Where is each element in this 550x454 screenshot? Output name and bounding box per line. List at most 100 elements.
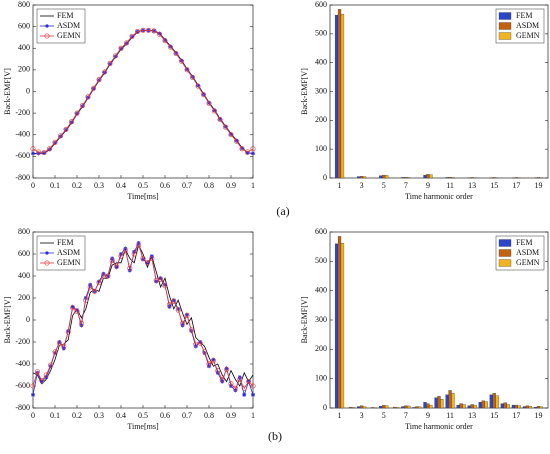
bar (426, 174, 430, 179)
bar (514, 404, 518, 409)
marker (185, 312, 189, 317)
legend-marker (44, 260, 50, 266)
marker (184, 67, 190, 73)
bar (362, 176, 367, 179)
bar (404, 405, 408, 409)
y-tick-label: 0 (323, 173, 327, 182)
marker (163, 282, 167, 287)
bar (533, 406, 538, 409)
x-axis-label: Time[ms] (127, 192, 159, 201)
x-tick-label: 15 (490, 181, 498, 190)
marker (113, 53, 119, 59)
bar (525, 405, 530, 409)
marker (224, 366, 229, 371)
marker (91, 85, 97, 91)
series-line (32, 244, 254, 387)
y-tick-label: -400 (15, 359, 30, 368)
legend-marker (44, 33, 50, 39)
legend-swatch (498, 32, 512, 40)
x-tick-label: 17 (512, 411, 520, 420)
x-tick-label: 0.4 (116, 181, 126, 190)
marker (171, 298, 176, 303)
bar (437, 396, 441, 409)
legend-label: GEMN (57, 31, 81, 40)
x-tick-label: 0.7 (182, 411, 192, 420)
x-tick-label: 0 (31, 411, 35, 420)
bar (357, 176, 361, 179)
marker (87, 284, 93, 290)
bar (478, 401, 482, 409)
marker (242, 392, 247, 397)
bar (451, 177, 455, 179)
x-tick-label: 11 (446, 181, 454, 190)
bar (401, 406, 405, 409)
marker (162, 283, 168, 289)
legend-label: ASDM (57, 21, 80, 30)
marker (31, 392, 35, 397)
x-tick-label: 0.2 (72, 411, 82, 420)
bar (379, 406, 383, 409)
legend-label: GEMN (57, 258, 81, 267)
y-tick-label: 400 (315, 285, 327, 294)
x-tick-label: 0.9 (226, 411, 236, 420)
x-tick-label: 5 (382, 411, 386, 420)
y-tick-label: 400 (18, 43, 30, 52)
marker (234, 138, 240, 144)
bar (492, 393, 496, 409)
x-tick-label: 0 (31, 181, 35, 190)
bar (423, 174, 427, 179)
marker (157, 31, 162, 36)
marker (144, 260, 150, 266)
marker (157, 31, 163, 37)
x-tick-label: 0.6 (160, 181, 170, 190)
marker (97, 279, 101, 284)
bar (360, 176, 364, 179)
bar (495, 395, 499, 409)
marker (179, 58, 185, 64)
marker (166, 302, 172, 308)
bar (382, 174, 386, 179)
x-tick-label: 17 (512, 181, 520, 190)
marker (149, 255, 155, 261)
marker (206, 100, 212, 106)
marker (135, 28, 141, 34)
marker (57, 340, 62, 344)
y-tick-label: 400 (18, 271, 30, 280)
bar (396, 407, 400, 409)
marker (31, 151, 35, 156)
x-tick-label: 0.7 (182, 181, 192, 190)
legend-label: GEMN (516, 31, 540, 40)
bar (434, 397, 438, 409)
marker (223, 124, 229, 130)
marker (173, 51, 179, 57)
x-tick-label: 0.3 (94, 411, 104, 420)
y-axis-label: Back-EMF[V] (300, 296, 309, 343)
y-tick-label: 100 (315, 373, 327, 382)
y-tick-label: -600 (15, 151, 30, 160)
marker (197, 340, 203, 346)
bar (429, 404, 433, 409)
y-tick-label: 100 (315, 144, 327, 153)
bar (334, 243, 339, 409)
bar (467, 405, 471, 409)
x-tick-label: 9 (426, 411, 430, 420)
y-tick-label: -200 (15, 337, 30, 346)
marker (114, 263, 120, 269)
marker (239, 146, 245, 152)
marker (107, 60, 113, 66)
x-tick-label: 0.6 (160, 411, 170, 420)
bar (492, 177, 496, 179)
bar (459, 403, 463, 409)
marker (228, 132, 234, 138)
bar (360, 405, 364, 409)
marker (171, 298, 177, 304)
y-tick-label: 200 (315, 115, 327, 124)
y-tick-label: 600 (18, 21, 30, 30)
marker (250, 383, 256, 389)
bar (456, 404, 460, 409)
bar (503, 402, 507, 409)
marker (215, 368, 221, 374)
marker (35, 149, 41, 155)
marker (75, 308, 79, 313)
bar (340, 242, 345, 409)
